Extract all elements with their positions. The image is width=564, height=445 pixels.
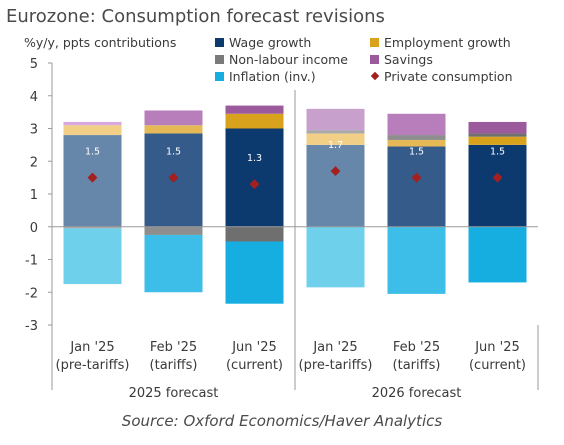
- legend-item-wage-growth: Wage growth: [215, 35, 311, 50]
- data-label: 1.3: [247, 153, 262, 164]
- x-tick-label: Jun '25: [231, 340, 277, 355]
- bar-segment: [144, 234, 203, 293]
- bar-segment: [306, 133, 365, 145]
- bar-segment: [144, 110, 203, 126]
- x-tick-label: Jun '25: [474, 340, 520, 355]
- group-label: 2026 forecast: [372, 386, 462, 401]
- bar-segment: [225, 241, 284, 304]
- legend-item-employment-growth: Employment growth: [370, 35, 511, 50]
- bar-segment: [468, 144, 527, 227]
- legend-swatch-icon: [215, 55, 224, 64]
- data-label: 1.7: [328, 140, 343, 151]
- x-tick-sublabel: (pre-tariffs): [299, 358, 373, 373]
- y-tick-label: 3: [30, 123, 38, 138]
- y-tick-label: 5: [30, 57, 38, 72]
- bar-segment: [387, 146, 446, 227]
- bar-segment: [387, 226, 446, 294]
- legend-swatch-icon: [370, 55, 379, 64]
- x-tick-sublabel: (current): [469, 358, 526, 373]
- bar-segment: [63, 121, 122, 126]
- bar-segment: [225, 226, 284, 242]
- x-tick-label: Jan '25: [312, 340, 357, 355]
- legend-item-non-labour-income: Non-labour income: [215, 52, 348, 67]
- y-tick-label: -2: [25, 286, 38, 301]
- bar-segment: [468, 136, 527, 145]
- group-label: 2025 forecast: [129, 386, 219, 401]
- y-tick-label: 0: [30, 221, 38, 236]
- bar-segment: [468, 133, 527, 137]
- consumption-marker: [411, 172, 422, 183]
- legend-item-private-consumption: Private consumption: [370, 69, 513, 84]
- legend-item-inflation: Inflation (inv.): [215, 69, 316, 84]
- legend-swatch-icon: [370, 38, 379, 47]
- x-tick-sublabel: (tariffs): [393, 358, 441, 373]
- bar-segment: [225, 128, 284, 227]
- bar-segment: [63, 125, 122, 136]
- bar-segment: [144, 226, 203, 235]
- legend-swatch-icon: [215, 72, 224, 81]
- bar-segment: [306, 130, 365, 134]
- y-tick-label: 4: [30, 90, 38, 105]
- x-tick-label: Feb '25: [393, 340, 440, 355]
- bar-segment: [387, 113, 446, 136]
- x-tick-label: Feb '25: [150, 340, 197, 355]
- bar-segment: [63, 226, 122, 229]
- x-tick-label: Jan '25: [69, 340, 114, 355]
- bar-segment: [387, 139, 446, 147]
- legend-item-savings: Savings: [370, 52, 433, 67]
- bar-segment: [306, 108, 365, 131]
- y-tick-label: 1: [30, 188, 38, 203]
- bar-segment: [387, 135, 446, 140]
- bar-segment: [468, 121, 527, 134]
- bar-segment: [306, 226, 365, 288]
- y-tick-label: 2: [30, 155, 38, 170]
- consumption-marker: [249, 179, 260, 190]
- consumption-marker: [87, 172, 98, 183]
- data-label: 1.5: [166, 147, 181, 158]
- source-note: Source: Oxford Economics/Haver Analytics: [121, 412, 443, 430]
- consumption-marker: [168, 172, 179, 183]
- consumption-marker: [492, 172, 503, 183]
- bar-segment: [468, 226, 527, 283]
- x-tick-sublabel: (pre-tariffs): [56, 358, 130, 373]
- bar-segment: [225, 105, 284, 114]
- x-tick-sublabel: (tariffs): [150, 358, 198, 373]
- bar-segment: [144, 125, 203, 134]
- bar-segment: [225, 113, 284, 129]
- data-label: 1.5: [490, 147, 505, 158]
- data-label: 1.5: [409, 147, 424, 158]
- y-tick-label: -1: [25, 254, 38, 269]
- y-axis-label: %y/y, ppts contributions: [24, 35, 177, 50]
- y-tick-label: -3: [25, 319, 38, 334]
- data-label: 1.5: [85, 147, 100, 158]
- x-tick-sublabel: (current): [226, 358, 283, 373]
- bar-segment: [306, 144, 365, 227]
- consumption-marker: [330, 166, 341, 177]
- chart-title: Eurozone: Consumption forecast revisions: [6, 6, 385, 27]
- bar-segment: [63, 228, 122, 285]
- legend-swatch-icon: [215, 38, 224, 47]
